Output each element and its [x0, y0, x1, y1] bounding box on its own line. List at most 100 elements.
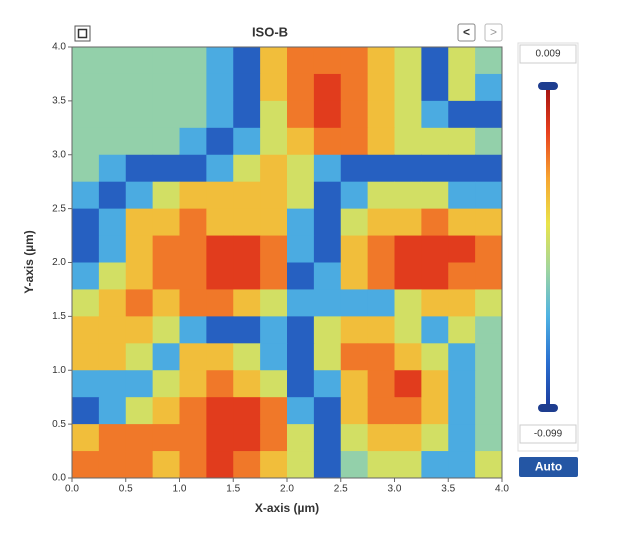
heatmap-cell	[152, 451, 180, 479]
heatmap-cell	[475, 73, 503, 102]
heatmap-cell	[448, 47, 476, 75]
next-button-label[interactable]: >	[490, 25, 497, 39]
heatmap-cell	[72, 100, 100, 129]
heatmap-cell	[448, 208, 476, 237]
heatmap-cell	[367, 73, 395, 102]
heatmap-cell	[394, 235, 422, 263]
heatmap-cell	[287, 451, 315, 479]
heatmap-cell	[421, 397, 449, 425]
heatmap-cell	[340, 235, 369, 263]
heatmap-cell	[367, 289, 395, 317]
colorbar-max-box[interactable]	[519, 44, 577, 64]
heatmap-cell	[260, 397, 288, 425]
heatmap-cell	[475, 397, 503, 425]
heatmap-cell	[233, 289, 261, 317]
heatmap-cell	[72, 181, 100, 210]
heatmap-cell	[340, 424, 369, 452]
heatmap-cell	[233, 154, 261, 183]
colorbar-min-label[interactable]: -0.099	[534, 429, 563, 440]
heatmap-cell	[394, 47, 422, 75]
heatmap-cell	[340, 451, 369, 479]
x-tick-label: 2.0	[280, 484, 294, 495]
heatmap-cell	[98, 47, 127, 75]
heatmap-cell	[367, 370, 395, 398]
heatmap-cell	[313, 370, 342, 398]
heatmap-cell	[125, 289, 154, 317]
heatmap-cell	[313, 424, 342, 452]
heatmap-cell	[421, 343, 449, 371]
heatmap-cell	[367, 100, 395, 129]
icon-frame[interactable]	[74, 25, 91, 42]
heatmap-cell	[206, 208, 234, 237]
heatmap-cell	[367, 262, 395, 290]
heatmap-cell	[367, 235, 395, 263]
heatmap-cell	[72, 154, 100, 183]
x-tick-label: 2.5	[334, 484, 348, 495]
heatmap-cell	[421, 316, 449, 344]
heatmap-cell	[475, 316, 503, 344]
y-tick-label: 1.0	[52, 365, 66, 376]
heatmap-cell	[152, 100, 180, 129]
heatmap-cell	[260, 73, 288, 102]
heatmap-cell	[287, 289, 315, 317]
heatmap-cell	[340, 289, 369, 317]
heatmap-cell	[206, 235, 234, 263]
heatmap-cell	[233, 370, 261, 398]
heatmap-cell	[152, 397, 180, 425]
heatmap-cell	[72, 289, 100, 317]
heatmap-cell	[206, 73, 234, 102]
heatmap-cell	[98, 370, 127, 398]
heatmap-cell	[98, 73, 127, 102]
icon-square[interactable]	[77, 28, 88, 39]
heatmap-cell	[367, 127, 395, 156]
fit-icon[interactable]	[74, 25, 91, 42]
heatmap-cell	[475, 235, 503, 263]
prev-button[interactable]	[457, 23, 476, 42]
heatmap-cell	[394, 262, 422, 290]
heatmap-cell	[98, 208, 127, 237]
y-tick-label: 4.0	[52, 42, 66, 53]
heatmap-cell	[179, 316, 207, 344]
heatmap-cell	[367, 316, 395, 344]
heatmap-cell	[313, 262, 342, 290]
heatmap-cell	[206, 181, 234, 210]
x-tick-label: 1.0	[173, 484, 187, 495]
heatmap-cell	[98, 343, 127, 371]
next-button[interactable]	[484, 23, 503, 42]
heatmap-cell	[475, 127, 503, 156]
colorbar	[546, 86, 550, 408]
heatmap-cell	[421, 451, 449, 479]
heatmap-cell	[72, 343, 100, 371]
colorbar-max-handle[interactable]	[538, 82, 558, 90]
x-tick-label: 3.0	[388, 484, 402, 495]
heatmap-cell	[206, 370, 234, 398]
heatmap-cell	[287, 343, 315, 371]
auto-button[interactable]	[519, 457, 578, 477]
heatmap-cell	[152, 316, 180, 344]
colorbar-max-label[interactable]: 0.009	[535, 49, 560, 60]
heatmap-cell	[98, 316, 127, 344]
heatmap-cell	[179, 127, 207, 156]
heatmap-cell	[152, 47, 180, 75]
heatmap-cell	[448, 235, 476, 263]
auto-button-label[interactable]: Auto	[535, 460, 562, 474]
heatmap-cell	[340, 316, 369, 344]
colorbar-min-box[interactable]	[519, 424, 577, 444]
heatmap-cell	[98, 424, 127, 452]
heatmap-cell	[152, 127, 180, 156]
heatmap-cell	[152, 424, 180, 452]
plot-area	[72, 47, 503, 479]
heatmap-cell	[125, 235, 154, 263]
colorbar-min-handle[interactable]	[538, 404, 558, 412]
heatmap-cell	[179, 370, 207, 398]
heatmap-cell	[206, 424, 234, 452]
heatmap-cell	[206, 343, 234, 371]
heatmap-cell	[421, 181, 449, 210]
heatmap-cell	[233, 397, 261, 425]
prev-button-label[interactable]: <	[463, 25, 470, 39]
heatmap-cell	[448, 262, 476, 290]
heatmap-cell	[260, 181, 288, 210]
heatmap-cell	[475, 370, 503, 398]
heatmap-cell	[421, 127, 449, 156]
